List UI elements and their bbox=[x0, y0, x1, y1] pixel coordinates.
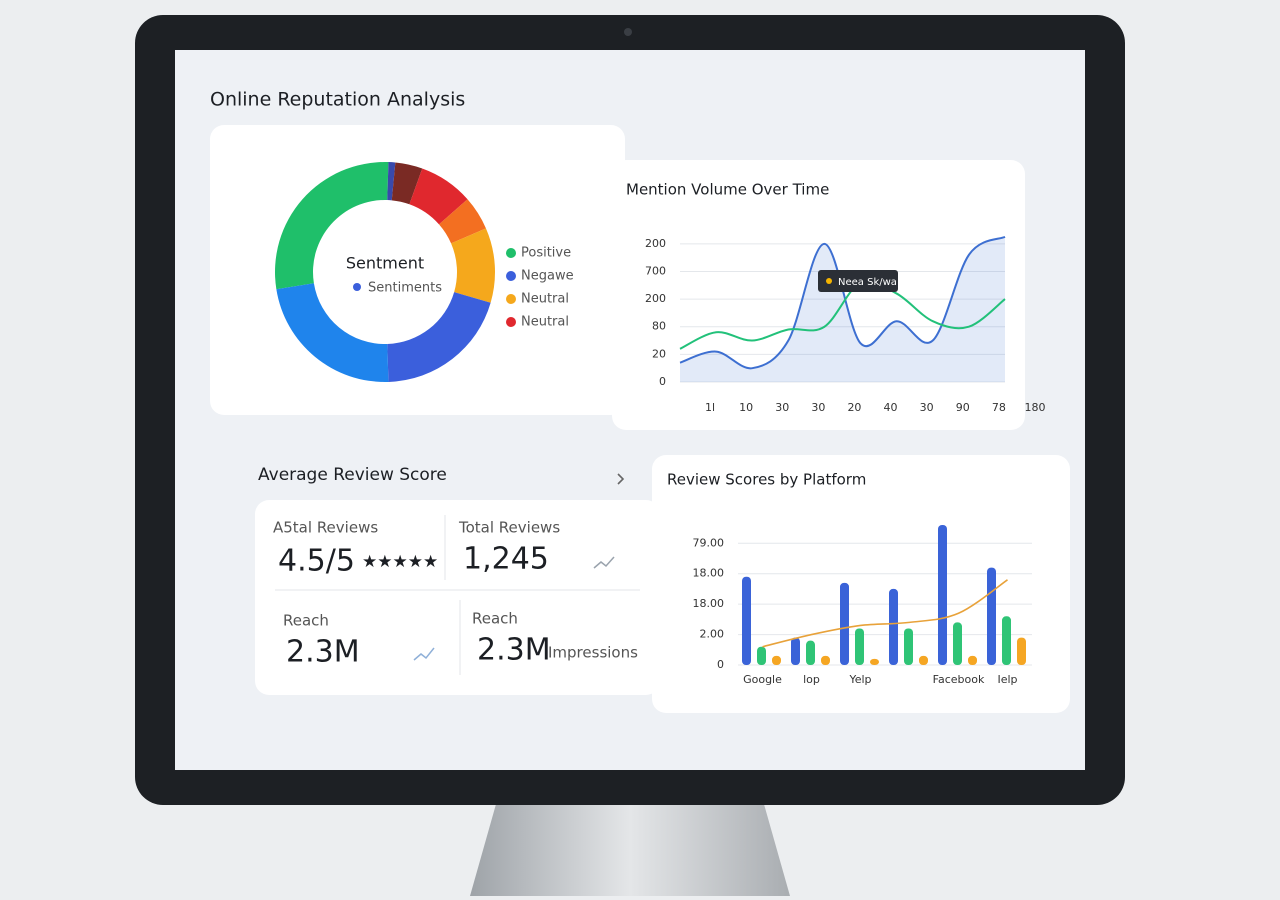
tooltip-dot bbox=[826, 278, 832, 284]
card bbox=[652, 455, 1070, 713]
bar bbox=[919, 655, 928, 665]
x-tick-label: 30 bbox=[775, 401, 789, 414]
trend-icon bbox=[413, 647, 435, 661]
kpi-value: 2.3M bbox=[477, 633, 551, 668]
donut-slice bbox=[391, 162, 423, 205]
y-tick-label: 0 bbox=[659, 375, 666, 388]
x-tick-label: 10 bbox=[739, 401, 753, 414]
bar bbox=[1017, 637, 1026, 665]
bar bbox=[840, 582, 849, 665]
y-tick-label: 79.00 bbox=[693, 536, 725, 549]
x-tick-label: 30 bbox=[811, 401, 825, 414]
y-tick-label: 20 bbox=[652, 347, 666, 360]
donut-slice bbox=[275, 161, 389, 290]
kpi-value: 1,245 bbox=[463, 542, 549, 577]
donut-slice bbox=[409, 168, 468, 225]
y-tick-label: 200 bbox=[645, 237, 666, 250]
y-tick-label: 18.00 bbox=[693, 597, 725, 610]
trend-icon bbox=[593, 556, 615, 569]
card bbox=[612, 160, 1025, 430]
line bbox=[762, 579, 1008, 648]
x-tick-label: Ielp bbox=[997, 673, 1017, 686]
dot bbox=[353, 283, 361, 291]
y-tick-label: 2.00 bbox=[700, 628, 725, 641]
legend-label: Positive bbox=[521, 246, 571, 261]
bar bbox=[742, 576, 751, 665]
donut-slice bbox=[387, 162, 396, 201]
legend-label: Neutral bbox=[521, 292, 569, 307]
kpi-label: Reach bbox=[283, 612, 329, 630]
x-tick-label: 1l bbox=[705, 401, 715, 414]
tooltip bbox=[818, 270, 898, 292]
donut-slice bbox=[439, 199, 486, 244]
x-tick-label: 78 bbox=[992, 401, 1006, 414]
monitor-stand bbox=[470, 790, 790, 896]
kpi-value: 2.3M bbox=[286, 635, 360, 670]
legend-swatch bbox=[506, 294, 516, 304]
x-tick-label: 90 bbox=[956, 401, 970, 414]
donut-slice bbox=[451, 228, 495, 303]
bar bbox=[1002, 616, 1011, 665]
donut-title: Sentment bbox=[346, 254, 424, 273]
x-tick-label: 30 bbox=[920, 401, 934, 414]
bar bbox=[806, 640, 815, 665]
x-tick-label: 40 bbox=[884, 401, 898, 414]
bar bbox=[791, 637, 800, 665]
kpi-value: 4.5/5 bbox=[278, 544, 355, 579]
x-tick-label: lop bbox=[803, 673, 820, 686]
bar bbox=[987, 567, 996, 665]
x-tick-label: 20 bbox=[847, 401, 861, 414]
legend-swatch bbox=[506, 317, 516, 327]
bar bbox=[821, 655, 830, 665]
bar bbox=[772, 655, 781, 665]
webcam bbox=[624, 28, 632, 36]
card bbox=[255, 500, 660, 695]
y-tick-label: 18.00 bbox=[693, 567, 725, 580]
tooltip-text: Neea Sk/wa bbox=[838, 277, 897, 288]
donut-slice bbox=[276, 283, 389, 382]
bar bbox=[889, 588, 898, 665]
legend-label: Negawe bbox=[521, 269, 574, 284]
bar bbox=[938, 525, 947, 665]
chart-title: Mention Volume Over Time bbox=[626, 181, 829, 199]
y-tick-label: 700 bbox=[645, 264, 666, 277]
y-tick-label: 200 bbox=[645, 292, 666, 305]
x-tick-label: Google bbox=[743, 673, 782, 686]
kpi-label: A5tal Reviews bbox=[273, 519, 378, 537]
bar bbox=[855, 628, 864, 665]
x-tick-label: Yelp bbox=[848, 673, 871, 686]
area bbox=[680, 236, 1005, 382]
bar bbox=[968, 655, 977, 665]
kpi-label: Reach bbox=[472, 610, 518, 628]
chart-title: Review Scores by Platform bbox=[667, 471, 866, 489]
kpi-label: Total Reviews bbox=[458, 519, 560, 537]
stars: ★★★★★ bbox=[362, 552, 438, 572]
line bbox=[679, 279, 1006, 350]
legend-swatch bbox=[506, 271, 516, 281]
donut-slice bbox=[387, 292, 491, 382]
bar bbox=[870, 658, 879, 665]
chevron[interactable] bbox=[617, 473, 625, 485]
y-tick-label: 80 bbox=[652, 320, 666, 333]
donut-subtitle: Sentiments bbox=[368, 281, 442, 296]
bar bbox=[904, 628, 913, 665]
bar bbox=[953, 622, 962, 665]
x-tick-label: Facebook bbox=[933, 673, 985, 686]
y-tick-label: 0 bbox=[717, 658, 724, 671]
legend-swatch bbox=[506, 248, 516, 258]
kpi-unit: Impressions bbox=[548, 644, 638, 662]
section-title: Average Review Score bbox=[258, 465, 447, 485]
legend-label: Neutral bbox=[521, 315, 569, 330]
legend: Positive Negawe Neutral Neutral bbox=[521, 246, 574, 330]
x-tick-label: 180 bbox=[1025, 401, 1046, 414]
dashboard-title: Online Reputation Analysis bbox=[210, 89, 465, 111]
bar bbox=[757, 646, 766, 665]
